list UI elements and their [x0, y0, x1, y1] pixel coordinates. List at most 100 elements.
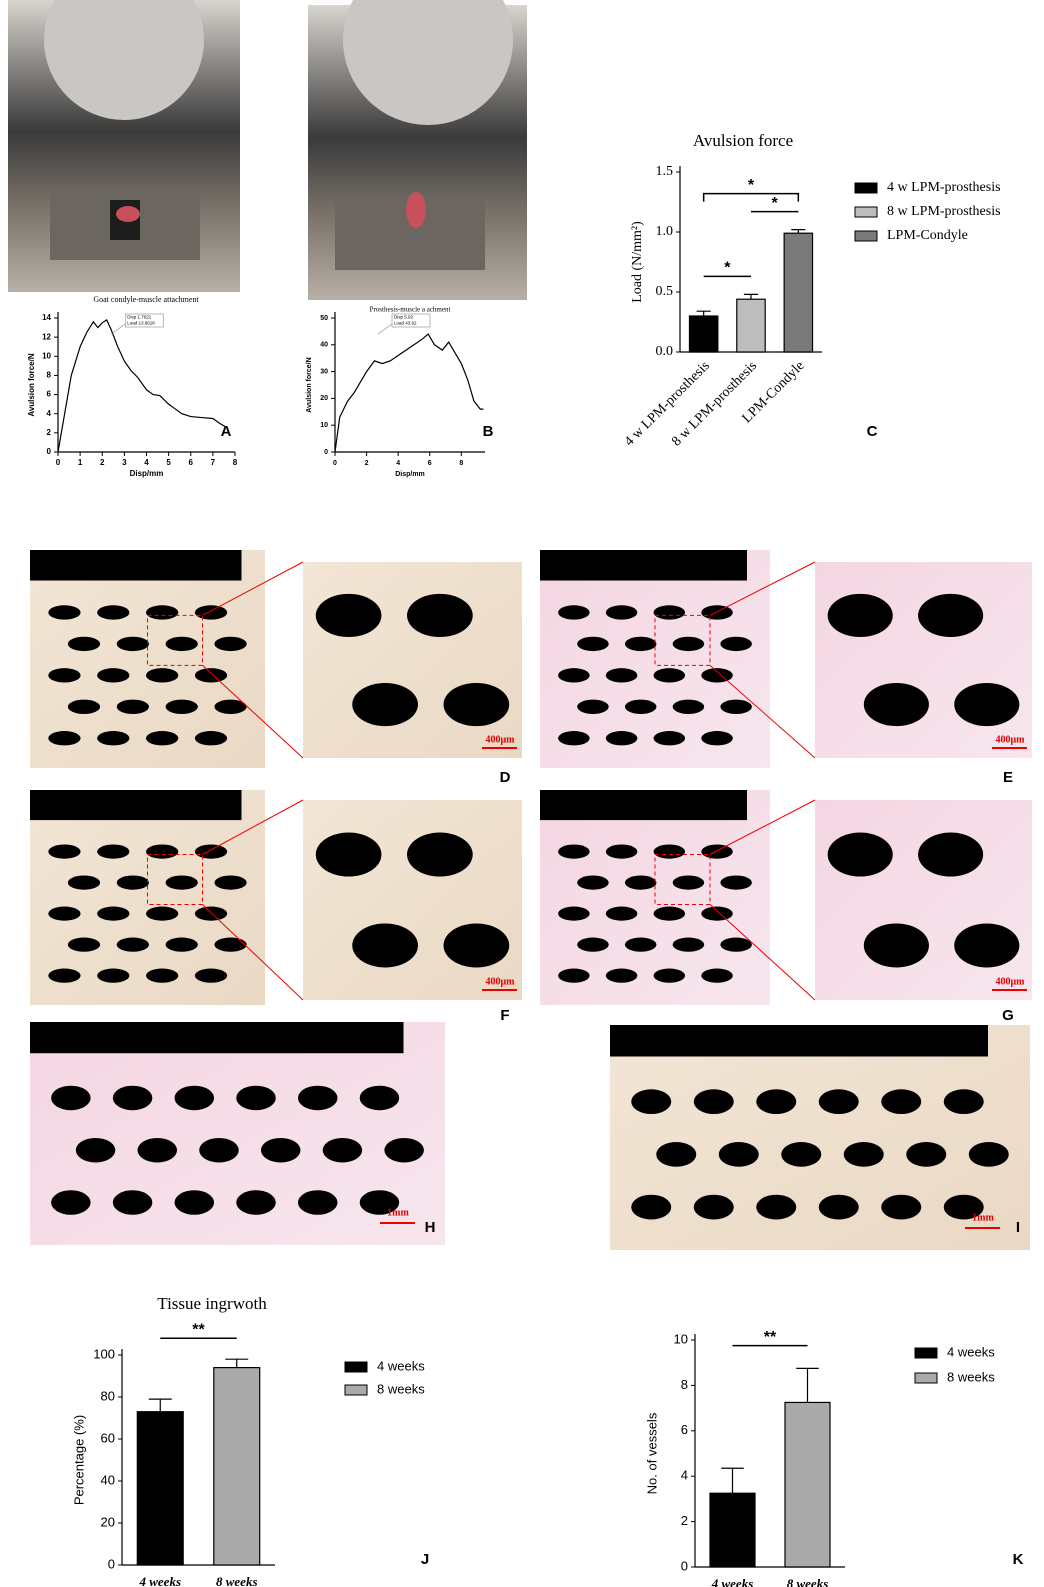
implant-top — [540, 790, 747, 820]
pore — [954, 683, 1019, 726]
pore — [214, 637, 246, 651]
pore — [881, 1089, 921, 1114]
error-bar — [796, 1368, 819, 1402]
pore — [97, 605, 129, 619]
pore — [606, 969, 638, 983]
pore — [673, 637, 705, 651]
photo-panel: 400μm D — [30, 550, 522, 786]
zoom-image — [815, 562, 1032, 758]
pore — [694, 1089, 734, 1114]
y-tick-label: 1.5 — [656, 164, 674, 179]
pore — [756, 1195, 796, 1220]
data-line — [335, 334, 483, 452]
pore — [48, 731, 80, 745]
pore — [654, 668, 686, 682]
pore — [673, 876, 705, 890]
pore — [166, 637, 198, 651]
pore — [316, 594, 382, 637]
legend-label: 8 weeks — [377, 1381, 425, 1396]
implant-top — [30, 1022, 404, 1053]
implant-top — [30, 550, 242, 581]
pore — [701, 731, 733, 745]
pore — [236, 1190, 276, 1215]
pore — [261, 1138, 301, 1163]
chart-title: Tissue ingrwoth — [157, 1294, 267, 1313]
y-tick-label: 20 — [320, 395, 328, 402]
pore — [701, 969, 733, 983]
legend-label: 8 w LPM-prosthesis — [887, 204, 1001, 219]
x-tick-label: 3 — [122, 458, 127, 467]
pore — [48, 668, 80, 682]
pore — [606, 907, 638, 921]
y-tick-label: 10 — [320, 422, 328, 429]
x-tick-label: 4 weeks — [138, 1574, 181, 1587]
pore — [654, 845, 686, 859]
pore — [918, 833, 983, 877]
pore — [166, 700, 198, 714]
y-tick-label: 6 — [681, 1422, 688, 1437]
pore — [76, 1138, 116, 1163]
photo-panel: 400μmG — [540, 790, 1032, 1024]
annotation-text: Load 43.62 — [394, 321, 417, 326]
x-tick-label: 1 — [78, 458, 83, 467]
pore — [68, 700, 100, 714]
pore — [625, 700, 657, 714]
panel-letter: D — [500, 769, 511, 786]
pore — [756, 1089, 796, 1114]
panel-letter: G — [1002, 1007, 1014, 1024]
pore — [214, 938, 246, 952]
panel-letter: K — [1013, 1551, 1024, 1568]
implant-top — [610, 1025, 988, 1057]
chart-title: Avulsion force — [693, 131, 793, 150]
significance-label: * — [772, 195, 779, 212]
pore — [781, 1142, 821, 1167]
pore — [701, 605, 733, 619]
pore — [97, 731, 129, 745]
pore — [719, 1142, 759, 1167]
pore — [146, 605, 178, 619]
pore — [146, 969, 178, 983]
pore — [606, 731, 638, 745]
error-bar — [721, 1468, 744, 1493]
x-tick-label: 5 — [166, 458, 171, 467]
pore — [819, 1089, 859, 1114]
pore — [918, 594, 983, 637]
y-tick-label: 60 — [101, 1430, 115, 1445]
photo-a — [8, 0, 240, 292]
y-tick-label: 40 — [320, 342, 328, 349]
bar — [784, 233, 812, 352]
y-tick-label: 2 — [47, 428, 52, 437]
panel-letter: J — [421, 1551, 429, 1568]
annotation-leader — [378, 324, 392, 334]
legend-swatch — [915, 1373, 937, 1383]
bar — [689, 316, 717, 352]
scale-bar-label: 400μm — [486, 734, 516, 745]
pore — [864, 923, 929, 967]
y-tick-label: 14 — [42, 313, 51, 322]
pore — [656, 1142, 696, 1167]
y-tick-label: 10 — [42, 351, 51, 360]
pore — [881, 1195, 921, 1220]
significance-bracket — [704, 194, 799, 202]
x-tick-label: 6 — [428, 460, 432, 467]
pore — [558, 731, 590, 745]
pore — [606, 845, 638, 859]
pore — [117, 938, 149, 952]
y-tick-label: 50 — [320, 315, 328, 322]
pore — [195, 605, 227, 619]
pore — [138, 1138, 178, 1163]
panel-letter: B — [483, 423, 494, 440]
pore — [577, 876, 609, 890]
pore — [68, 938, 100, 952]
zoom-image — [303, 800, 522, 1000]
pore — [68, 637, 100, 651]
y-tick-label: 100 — [93, 1346, 115, 1361]
panel-letter: F — [500, 1007, 509, 1024]
y-tick-label: 4 — [47, 409, 52, 418]
y-tick-label: 8 — [47, 371, 52, 380]
pore — [48, 605, 80, 619]
pore — [701, 668, 733, 682]
pore — [673, 938, 705, 952]
pore — [166, 938, 198, 952]
pore — [701, 845, 733, 859]
